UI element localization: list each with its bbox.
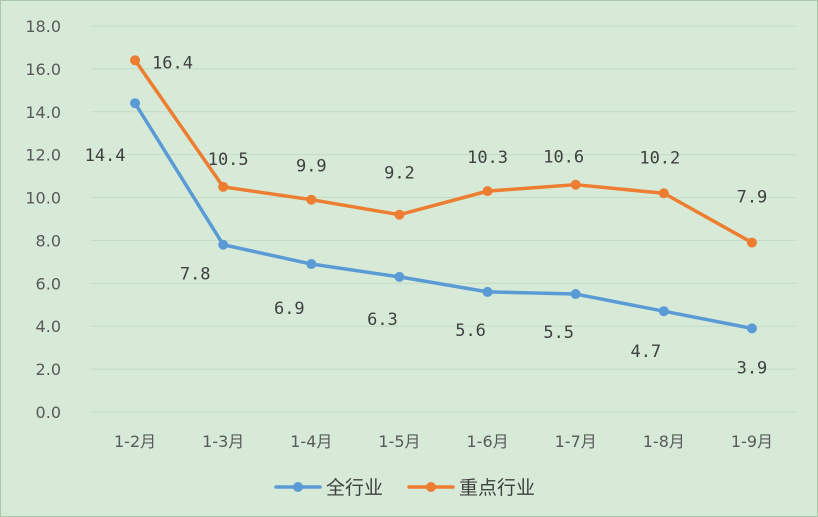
data-label: 10.3 xyxy=(467,148,508,168)
x-tick-label: 1-7月 xyxy=(555,432,597,451)
x-tick-label: 1-8月 xyxy=(643,432,685,451)
data-label: 5.6 xyxy=(455,321,486,341)
data-point xyxy=(746,237,757,248)
series-line-0 xyxy=(133,101,754,331)
x-tick-label: 1-4月 xyxy=(290,432,332,451)
data-point xyxy=(394,271,405,282)
data-point xyxy=(570,179,581,190)
x-tick-label: 1-2月 xyxy=(114,432,156,451)
data-point xyxy=(658,188,669,199)
data-label: 16.4 xyxy=(152,53,193,73)
data-point xyxy=(570,289,581,300)
y-axis-ticks: 0.0 2.0 4.0 6.0 8.0 10.0 12.0 14.0 16.0 18.0 xyxy=(25,17,61,422)
data-point xyxy=(394,209,405,220)
x-axis-ticks: 1-2月 1-3月 1-4月 1-5月 1-6月 1-7月 1-8月 1-9月 xyxy=(114,432,773,451)
y-tick-label: 10.0 xyxy=(25,189,61,208)
x-tick-label: 1-6月 xyxy=(466,432,508,451)
data-point xyxy=(482,186,493,197)
legend-swatch-marker xyxy=(426,482,436,492)
data-point xyxy=(130,98,141,109)
y-tick-label: 2.0 xyxy=(36,360,61,379)
data-label: 7.9 xyxy=(737,188,768,208)
x-tick-label: 1-3月 xyxy=(202,432,244,451)
data-point xyxy=(218,239,229,250)
gridlines xyxy=(91,25,796,413)
data-labels: 14.4 7.8 6.9 6.3 5.6 5.5 4.7 3.9 16.4 10.5 9.9 9.2 1… xyxy=(85,53,768,378)
series-group xyxy=(130,55,757,334)
data-label: 5.5 xyxy=(543,323,574,343)
data-label: 7.8 xyxy=(180,265,211,285)
data-point xyxy=(658,306,669,317)
legend-label: 重点行业 xyxy=(459,477,535,499)
y-tick-label: 0.0 xyxy=(36,403,61,422)
legend-label: 全行业 xyxy=(326,477,383,499)
data-label: 3.9 xyxy=(737,358,768,378)
data-point xyxy=(306,259,317,270)
data-point xyxy=(482,286,493,297)
y-tick-label: 14.0 xyxy=(25,103,61,122)
data-label: 10.5 xyxy=(208,150,249,170)
y-tick-label: 6.0 xyxy=(36,274,61,293)
data-point xyxy=(306,194,317,205)
legend: 全行业 重点行业 xyxy=(274,477,535,499)
data-point xyxy=(130,55,141,66)
y-tick-label: 18.0 xyxy=(25,17,61,36)
y-tick-label: 16.0 xyxy=(25,60,61,79)
data-label: 10.2 xyxy=(639,148,680,168)
y-tick-label: 4.0 xyxy=(36,317,61,336)
legend-swatch-marker xyxy=(293,482,303,492)
data-point xyxy=(746,323,757,334)
data-label: 9.9 xyxy=(296,157,327,177)
series-line-1 xyxy=(133,58,754,245)
data-label: 6.9 xyxy=(274,299,305,319)
y-tick-label: 12.0 xyxy=(25,146,61,165)
data-label: 9.2 xyxy=(384,164,415,184)
y-tick-label: 8.0 xyxy=(36,231,61,250)
data-label: 4.7 xyxy=(630,342,661,362)
x-tick-label: 1-9月 xyxy=(731,432,773,451)
data-point xyxy=(218,181,229,192)
data-label: 6.3 xyxy=(367,310,398,330)
data-label: 14.4 xyxy=(85,146,126,166)
x-tick-label: 1-5月 xyxy=(378,432,420,451)
data-label: 10.6 xyxy=(543,148,584,168)
